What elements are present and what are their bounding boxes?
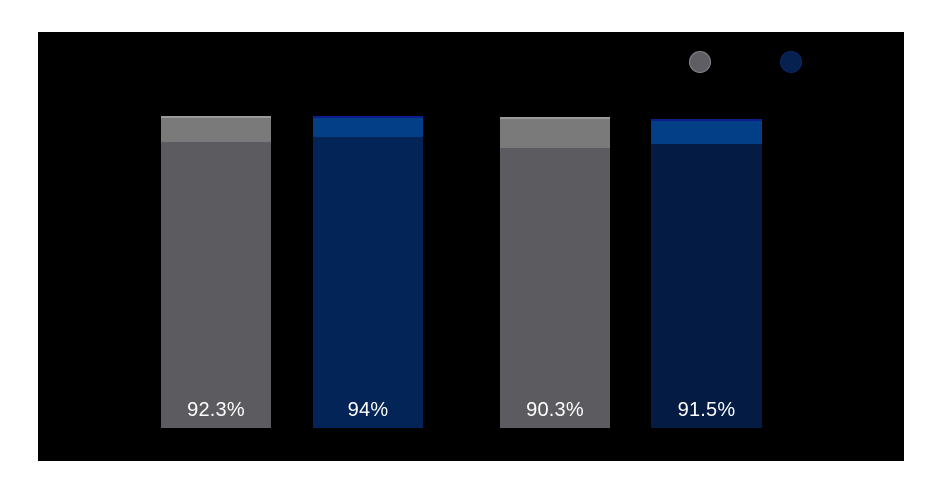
bar-body [313, 137, 423, 428]
bar-value-label: 92.3% [187, 399, 245, 421]
bar-cap [500, 117, 610, 150]
bar-group1-series1: 92.3% [161, 116, 271, 428]
bar-group1-series2: 94% [313, 116, 423, 428]
bar-group2-series1: 90.3% [500, 117, 610, 428]
bar-cap [161, 116, 271, 144]
bar-body [651, 144, 762, 428]
bar-value-label: 90.3% [526, 399, 584, 421]
bar-cap [651, 119, 762, 146]
bar-body [500, 148, 610, 428]
bar-value-label: 91.5% [677, 399, 736, 421]
legend-dot-series-2 [780, 51, 802, 73]
bar-body [161, 142, 271, 428]
legend-dot-series-1 [689, 51, 711, 73]
bar-group2-series2: 91.5% [651, 119, 762, 428]
bar-value-label: 94% [347, 399, 389, 421]
bar-cap [313, 116, 423, 139]
